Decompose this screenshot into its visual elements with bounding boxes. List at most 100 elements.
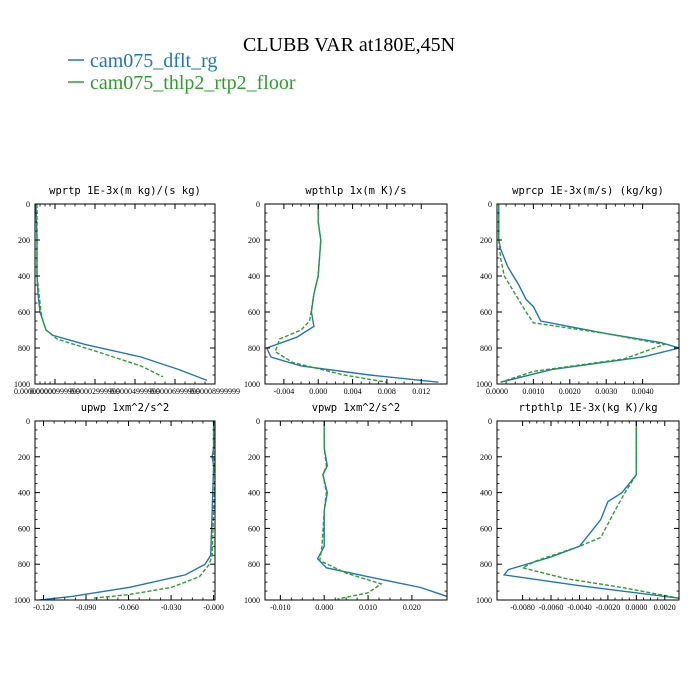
- x-tick-label: -0.0020: [596, 603, 621, 612]
- panel-title: wpthlp 1x(m K)/s: [305, 185, 406, 197]
- x-tick-label: 0.0020: [654, 603, 676, 612]
- x-tick-label: -0.090: [76, 603, 97, 612]
- y-tick-label: 400: [480, 272, 492, 281]
- y-tick-label: 1000: [476, 596, 492, 605]
- panel-frame: [496, 420, 680, 601]
- chart-panel: wprcp 1E-3x(m/s) (kg/kg) 0 200 400 600 800 100…: [476, 185, 680, 396]
- series-line: [35, 204, 208, 382]
- series-line: [36, 204, 164, 378]
- legend-label-dflt: cam075_dflt_rg: [90, 50, 217, 72]
- chart-panel: wpthlp 1x(m K)/s 0 200 400 600 800 1000 -0.004 0…: [244, 185, 448, 396]
- y-tick-label: 1000: [244, 380, 260, 389]
- panel-title: upwp 1xm^2/s^2: [81, 402, 170, 414]
- y-tick-label: 0: [256, 417, 260, 426]
- y-tick-label: 600: [480, 524, 492, 533]
- panel-frame: [34, 203, 216, 385]
- y-tick-label: 600: [18, 308, 30, 317]
- series-line: [319, 421, 383, 600]
- series-line: [502, 421, 679, 599]
- panel-frame: [264, 420, 448, 601]
- y-tick-label: 200: [18, 236, 30, 245]
- x-tick-label: 0.00006999999: [150, 387, 200, 396]
- y-tick-label: 0: [26, 417, 30, 426]
- y-tick-label: 800: [18, 344, 30, 353]
- x-tick-label: 0.0030: [595, 387, 617, 396]
- x-tick-label: 0.0020: [559, 387, 581, 396]
- y-tick-label: 800: [480, 344, 492, 353]
- y-tick-label: 400: [248, 489, 260, 498]
- x-tick-label: 0.008: [378, 387, 396, 396]
- y-tick-label: 800: [480, 560, 492, 569]
- panel-title: rtpthlp 1E-3x(kg K)/kg: [518, 402, 657, 414]
- panel-title: wprtp 1E-3x(m kg)/(s kg): [49, 185, 201, 197]
- y-tick-label: 400: [480, 489, 492, 498]
- legend: cam075_dflt_rg cam075_thlp2_rtp2_floor: [68, 50, 296, 94]
- y-tick-label: 600: [248, 524, 260, 533]
- x-tick-label: 0.000: [315, 603, 333, 612]
- x-tick-label: 0.020: [403, 603, 421, 612]
- x-tick-label: 0.010: [359, 603, 377, 612]
- x-tick-label: -0.030: [161, 603, 182, 612]
- y-tick-label: 0: [26, 200, 30, 209]
- x-tick-label: -0.0080: [510, 603, 535, 612]
- y-tick-label: 400: [18, 489, 30, 498]
- series-line: [498, 204, 679, 383]
- y-tick-label: 1000: [14, 380, 30, 389]
- y-tick-label: 0: [488, 200, 492, 209]
- y-tick-label: 800: [248, 344, 260, 353]
- y-tick-label: 600: [248, 308, 260, 317]
- y-tick-label: 0: [256, 200, 260, 209]
- series-line: [274, 204, 388, 383]
- panel-title: wprcp 1E-3x(m/s) (kg/kg): [512, 185, 664, 197]
- series-line: [316, 421, 447, 598]
- series-line: [39, 421, 215, 600]
- series-line: [520, 421, 679, 599]
- series-line: [498, 204, 668, 383]
- chart-panel: upwp 1xm^2/s^2 0 200 400 600 800 1000-0.120 -0.…: [14, 402, 224, 612]
- legend-label-floor: cam075_thlp2_rtp2_floor: [90, 72, 296, 94]
- x-tick-label: 0.00008999999: [190, 387, 240, 396]
- x-tick-label: -0.120: [33, 603, 54, 612]
- chart-panel: vpwp 1xm^2/s^2 0 200 400 600 800 1000 -0.010 0.0…: [244, 402, 448, 612]
- x-tick-label: -0.0040: [567, 603, 592, 612]
- y-tick-label: 1000: [244, 596, 260, 605]
- x-tick-label: -0.000: [203, 603, 224, 612]
- x-tick-label: 0.000: [309, 387, 327, 396]
- x-tick-label: -0.0060: [539, 603, 564, 612]
- x-tick-label: -0.010: [270, 603, 291, 612]
- y-tick-label: 400: [248, 272, 260, 281]
- x-tick-label: 0.004: [344, 387, 362, 396]
- x-tick-label: 0.0040: [632, 387, 654, 396]
- panel-frame: [496, 203, 680, 385]
- panel-frame: [264, 203, 448, 385]
- series-line: [265, 204, 439, 383]
- x-tick-label: 0.000000000: [14, 387, 56, 396]
- y-tick-label: 400: [18, 272, 30, 281]
- x-tick-label: 0.0010: [522, 387, 544, 396]
- y-tick-label: 800: [18, 560, 30, 569]
- chart-panel: wprtp 1E-3x(m kg)/(s kg) 0 200 400 600 800 100…: [14, 185, 240, 396]
- y-tick-label: 200: [480, 236, 492, 245]
- figure-title: CLUBB VAR at180E,45N: [243, 34, 455, 56]
- x-tick-label: 0.012: [412, 387, 430, 396]
- y-tick-label: 200: [480, 453, 492, 462]
- y-tick-label: 200: [248, 236, 260, 245]
- panel-title: vpwp 1xm^2/s^2: [312, 402, 401, 414]
- y-tick-label: 600: [18, 524, 30, 533]
- y-tick-label: 0: [488, 417, 492, 426]
- series-line: [93, 421, 215, 599]
- y-tick-label: 600: [480, 308, 492, 317]
- x-tick-label: -0.060: [118, 603, 139, 612]
- x-tick-label: 0.0000: [486, 387, 508, 396]
- y-tick-label: 200: [248, 453, 260, 462]
- y-tick-label: 1000: [476, 380, 492, 389]
- x-tick-label: -0.004: [274, 387, 295, 396]
- y-tick-label: 800: [248, 560, 260, 569]
- x-tick-label: 0.00004999999: [110, 387, 160, 396]
- x-tick-label: 0.0000: [625, 603, 647, 612]
- x-tick-label: 0.00002999999: [70, 387, 120, 396]
- y-tick-label: 1000: [14, 596, 30, 605]
- chart-panels: wprtp 1E-3x(m kg)/(s kg) 0 200 400 600 800 100…: [14, 185, 680, 612]
- chart-panel: rtpthlp 1E-3x(kg K)/kg 0 200 400 600 800 1000 -…: [476, 402, 680, 612]
